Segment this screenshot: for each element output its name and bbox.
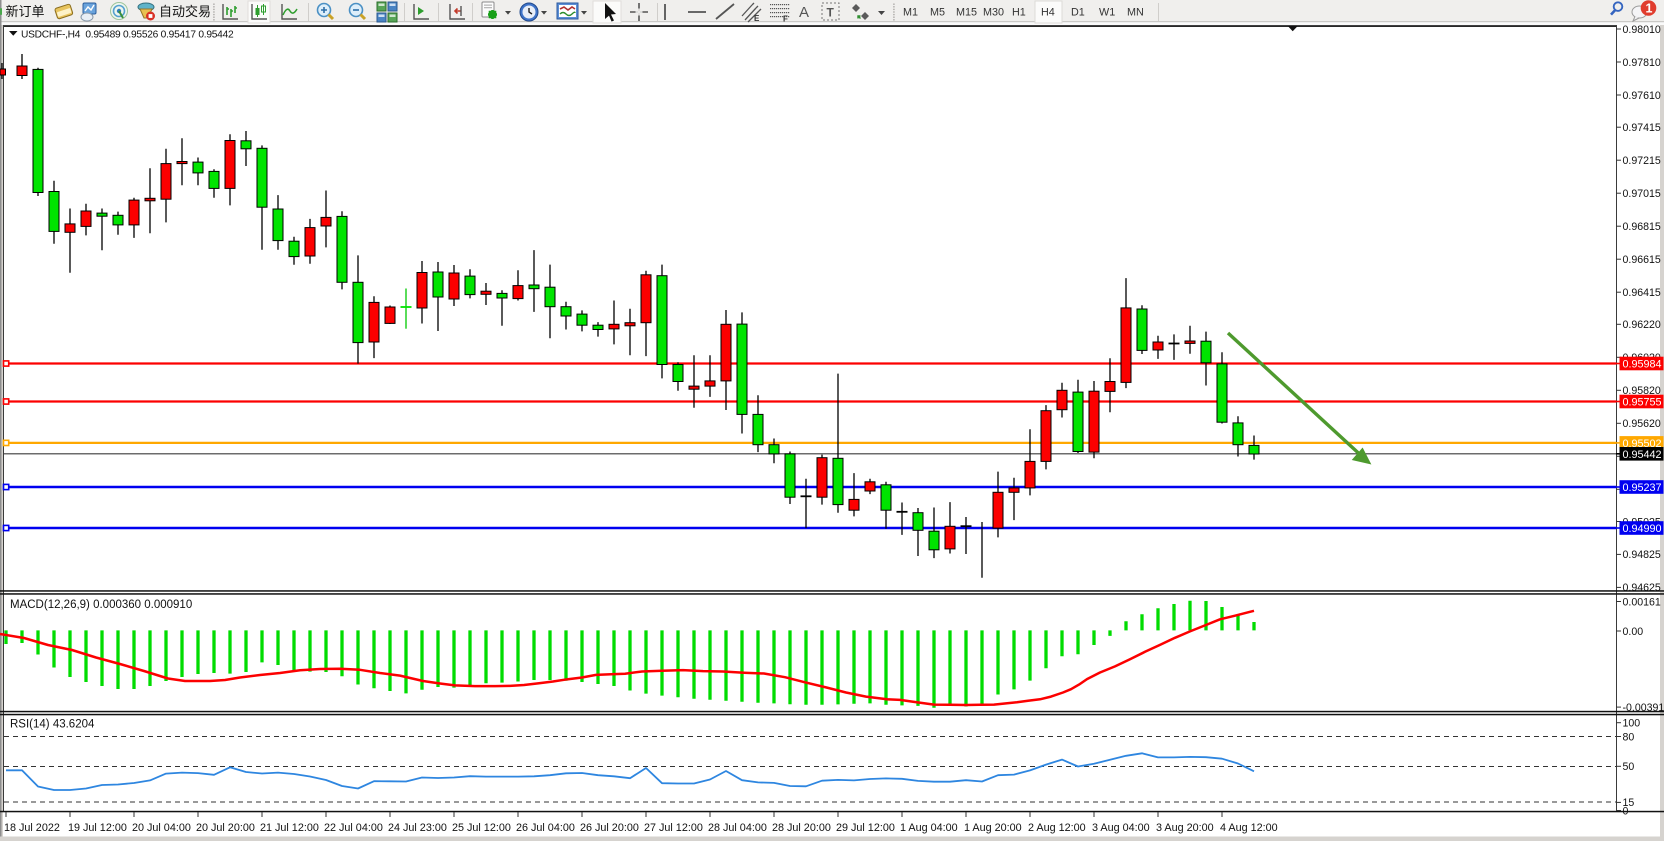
svg-text:28 Jul 04:00: 28 Jul 04:00 <box>708 822 767 834</box>
svg-text:0.00: 0.00 <box>1623 626 1644 638</box>
svg-text:3 Aug 04:00: 3 Aug 04:00 <box>1092 822 1150 834</box>
svg-text:0.97215: 0.97215 <box>1623 155 1661 167</box>
svg-text:2 Aug 12:00: 2 Aug 12:00 <box>1028 822 1086 834</box>
svg-text:0.94825: 0.94825 <box>1623 549 1661 561</box>
svg-text:0.97015: 0.97015 <box>1623 188 1661 200</box>
svg-text:20 Jul 04:00: 20 Jul 04:00 <box>132 822 191 834</box>
svg-text:0.97415: 0.97415 <box>1623 122 1661 134</box>
svg-text:100: 100 <box>1623 718 1641 730</box>
svg-text:A: A <box>799 4 809 21</box>
svg-text:MN: MN <box>1127 7 1144 19</box>
svg-text:RSI(14) 43.6204: RSI(14) 43.6204 <box>10 719 95 731</box>
svg-text:0: 0 <box>1623 805 1629 817</box>
svg-text:M1: M1 <box>903 7 918 19</box>
svg-text:0.96220: 0.96220 <box>1623 319 1661 331</box>
svg-text:D1: D1 <box>1071 7 1085 19</box>
svg-text:1 Aug 20:00: 1 Aug 20:00 <box>964 822 1022 834</box>
svg-text:26 Jul 20:00: 26 Jul 20:00 <box>580 822 639 834</box>
svg-text:0.95442: 0.95442 <box>1623 449 1662 461</box>
svg-text:18 Jul 2022: 18 Jul 2022 <box>4 822 60 834</box>
svg-text:0.00161: 0.00161 <box>1623 596 1661 608</box>
svg-text:0.97610: 0.97610 <box>1623 90 1661 102</box>
svg-text:W1: W1 <box>1099 7 1115 19</box>
svg-text:26 Jul 04:00: 26 Jul 04:00 <box>516 822 575 834</box>
svg-text:0.98010: 0.98010 <box>1623 24 1661 36</box>
svg-text:H1: H1 <box>1012 7 1026 19</box>
svg-text:22 Jul 04:00: 22 Jul 04:00 <box>324 822 383 834</box>
svg-text:0.95620: 0.95620 <box>1623 418 1661 430</box>
svg-text:21 Jul 12:00: 21 Jul 12:00 <box>260 822 319 834</box>
svg-text:M5: M5 <box>930 7 945 19</box>
svg-text:0.95755: 0.95755 <box>1623 397 1662 409</box>
svg-text:80: 80 <box>1623 731 1635 743</box>
svg-text:自动交易: 自动交易 <box>159 4 211 19</box>
svg-text:1: 1 <box>1646 2 1653 16</box>
svg-text:H4: H4 <box>1041 7 1055 19</box>
svg-text:0.95237: 0.95237 <box>1623 482 1662 494</box>
svg-text:新订单: 新订单 <box>6 4 45 19</box>
svg-text:MACD(12,26,9) 0.000360 0.00091: MACD(12,26,9) 0.000360 0.000910 <box>10 599 192 611</box>
svg-text:25 Jul 12:00: 25 Jul 12:00 <box>452 822 511 834</box>
svg-text:0.96615: 0.96615 <box>1623 254 1661 266</box>
svg-text:0.94625: 0.94625 <box>1623 582 1661 594</box>
svg-text:F: F <box>783 15 788 24</box>
svg-text:1 Aug 04:00: 1 Aug 04:00 <box>900 822 958 834</box>
svg-text:24 Jul 23:00: 24 Jul 23:00 <box>388 822 447 834</box>
svg-text:19 Jul 12:00: 19 Jul 12:00 <box>68 822 127 834</box>
svg-text:M30: M30 <box>983 7 1004 19</box>
svg-text:T: T <box>827 6 835 20</box>
svg-text:0.96815: 0.96815 <box>1623 221 1661 233</box>
svg-text:50: 50 <box>1623 761 1635 773</box>
svg-text:0.97810: 0.97810 <box>1623 57 1661 69</box>
svg-text:-0.00391: -0.00391 <box>1623 702 1664 714</box>
svg-text:15: 15 <box>1623 797 1635 809</box>
svg-text:USDCHF-,H4 0.95489 0.95526 0.: USDCHF-,H4 0.95489 0.95526 0.95417 0.954… <box>21 30 234 41</box>
svg-text:E: E <box>754 14 760 23</box>
svg-text:28 Jul 20:00: 28 Jul 20:00 <box>772 822 831 834</box>
svg-text:0.94990: 0.94990 <box>1623 523 1662 535</box>
svg-text:29 Jul 12:00: 29 Jul 12:00 <box>836 822 895 834</box>
svg-text:27 Jul 12:00: 27 Jul 12:00 <box>644 822 703 834</box>
svg-text:0.95502: 0.95502 <box>1623 438 1662 450</box>
svg-text:20 Jul 20:00: 20 Jul 20:00 <box>196 822 255 834</box>
svg-text:3 Aug 20:00: 3 Aug 20:00 <box>1156 822 1214 834</box>
svg-text:0.96415: 0.96415 <box>1623 287 1661 299</box>
svg-text:0.95984: 0.95984 <box>1623 359 1662 371</box>
svg-text:0.95820: 0.95820 <box>1623 385 1661 397</box>
svg-text:4 Aug 12:00: 4 Aug 12:00 <box>1220 822 1278 834</box>
svg-text:M15: M15 <box>956 7 977 19</box>
